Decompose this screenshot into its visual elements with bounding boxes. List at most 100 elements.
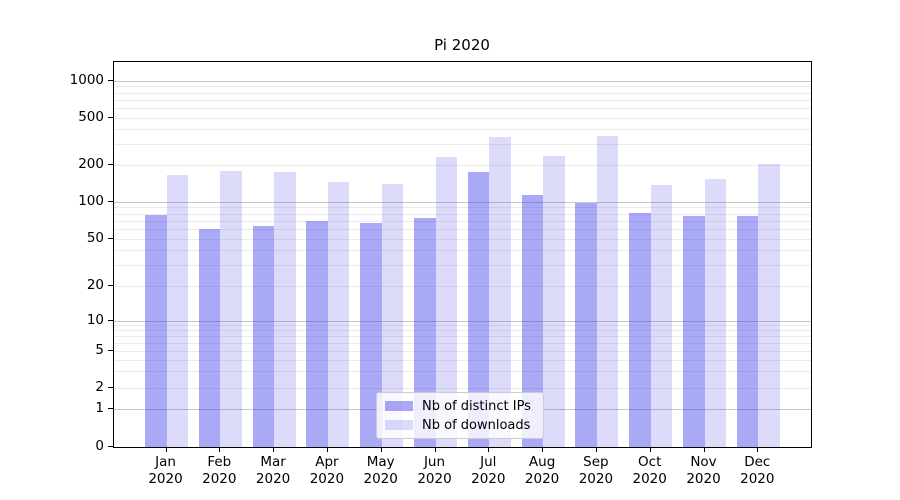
x-tick-aug (542, 447, 544, 452)
gridline-minor-20 (114, 286, 811, 287)
y-tick-1000 (108, 79, 113, 81)
x-tick-label-mar: Mar 2020 (255, 454, 291, 487)
y-tick-5 (108, 349, 113, 351)
x-tick-label-apr: Apr 2020 (309, 454, 345, 487)
y-tick-label-200: 200 (78, 156, 104, 172)
gridline-minor-40 (114, 250, 811, 252)
gridline-minor-30 (114, 264, 811, 266)
y-tick-label-0: 0 (95, 438, 104, 454)
gridline-minor-60 (114, 228, 811, 230)
bar-ips-jun (414, 217, 436, 447)
x-tick-apr (326, 447, 329, 452)
bar-ips-nov (683, 216, 705, 447)
gridline-minor-90 (114, 207, 811, 209)
bar-downloads-jun (435, 156, 457, 447)
bar-ips-dec (736, 216, 759, 447)
x-tick-mar (273, 447, 275, 452)
bar-downloads-jan (166, 174, 188, 447)
bar-downloads-dec (758, 164, 780, 447)
y-tick-label-20: 20 (86, 277, 104, 293)
gridline-major-100 (114, 201, 811, 203)
gridline-minor-50 (114, 238, 811, 240)
gridline-minor-800 (114, 92, 811, 94)
y-tick-1 (108, 407, 113, 409)
gridline-minor-80 (114, 213, 811, 215)
bar-ips-may (360, 222, 382, 447)
x-tick-jul (488, 447, 490, 452)
x-tick-dec (757, 447, 759, 452)
gridline-minor-5 (114, 350, 811, 352)
y-tick-200 (108, 164, 113, 166)
gridline-major-1000 (114, 80, 811, 82)
chart-title: Pi 2020 (434, 36, 490, 54)
x-tick-label-dec: Dec 2020 (740, 454, 775, 487)
y-tick-20 (108, 285, 113, 287)
gridline-minor-70 (114, 220, 811, 222)
gridline-minor-700 (114, 99, 811, 101)
gridline-minor-6 (114, 342, 811, 344)
legend-row-distinct-ips: Nb of distinct IPs (385, 399, 535, 414)
bar-ips-sep (575, 202, 597, 447)
gridline-minor-200 (114, 165, 811, 166)
y-tick-2 (108, 387, 113, 389)
gridline-major-10 (114, 320, 811, 322)
gridline-minor-900 (114, 86, 811, 88)
x-tick-jan (165, 447, 167, 452)
gridline-minor-8 (114, 330, 811, 332)
bar-ips-aug (521, 195, 544, 447)
bar-ips-apr (306, 221, 328, 447)
x-tick-oct (649, 447, 651, 452)
x-tick-label-nov: Nov 2020 (686, 454, 721, 487)
x-tick-label-jun: Jun 2020 (417, 454, 452, 487)
y-tick-label-5: 5 (95, 341, 104, 358)
x-tick-label-oct: Oct 2020 (632, 454, 667, 487)
gridline-minor-300 (114, 144, 811, 146)
x-tick-label-aug: Aug 2020 (524, 454, 560, 487)
legend: Nb of distinct IPs Nb of downloads (376, 392, 544, 439)
y-tick-label-500: 500 (78, 109, 104, 125)
bar-ips-jan (145, 214, 167, 447)
bar-downloads-aug (543, 156, 565, 447)
bar-ips-mar (252, 226, 275, 447)
gridline-minor-500 (114, 118, 811, 119)
legend-swatch-downloads (385, 420, 413, 430)
y-tick-label-100: 100 (78, 192, 104, 209)
y-tick-label-1000: 1000 (69, 71, 104, 88)
y-tick-50 (108, 237, 113, 239)
legend-row-downloads: Nb of downloads (385, 418, 535, 433)
y-tick-label-50: 50 (86, 229, 104, 246)
bar-downloads-mar (274, 172, 296, 447)
bar-downloads-feb (220, 171, 242, 447)
x-tick-nov (703, 447, 705, 452)
bar-downloads-oct (650, 185, 673, 447)
bar-ips-feb (198, 228, 221, 447)
gridline-minor-600 (114, 108, 811, 110)
y-tick-label-1: 1 (95, 399, 104, 416)
gridline-minor-7 (114, 335, 811, 337)
legend-label-downloads: Nb of downloads (422, 417, 531, 433)
bar-downloads-jul (489, 137, 511, 447)
gridline-minor-9 (114, 325, 811, 327)
x-tick-sep (595, 447, 598, 452)
bar-downloads-apr (327, 181, 350, 447)
legend-label-distinct-ips: Nb of distinct IPs (422, 398, 531, 414)
y-tick-0 (108, 446, 113, 448)
y-tick-100 (108, 200, 113, 202)
gridline-minor-3 (114, 371, 811, 373)
x-tick-feb (219, 447, 221, 452)
x-tick-label-sep: Sep 2020 (578, 454, 614, 487)
legend-swatch-distinct-ips (385, 401, 413, 411)
y-tick-500 (108, 117, 113, 119)
gridline-minor-2 (114, 388, 811, 389)
bar-downloads-sep (596, 136, 619, 447)
bar-downloads-may (381, 183, 404, 447)
x-tick-jun (434, 447, 436, 452)
gridline-minor-4 (114, 359, 811, 361)
bar-downloads-nov (704, 179, 726, 447)
bar-ips-jul (467, 171, 490, 447)
gridline-minor-400 (114, 129, 811, 131)
x-tick-label-jan: Jan 2020 (148, 454, 183, 487)
y-tick-label-10: 10 (86, 311, 104, 328)
x-tick-label-jul: Jul 2020 (471, 454, 506, 487)
x-tick-may (380, 447, 382, 452)
